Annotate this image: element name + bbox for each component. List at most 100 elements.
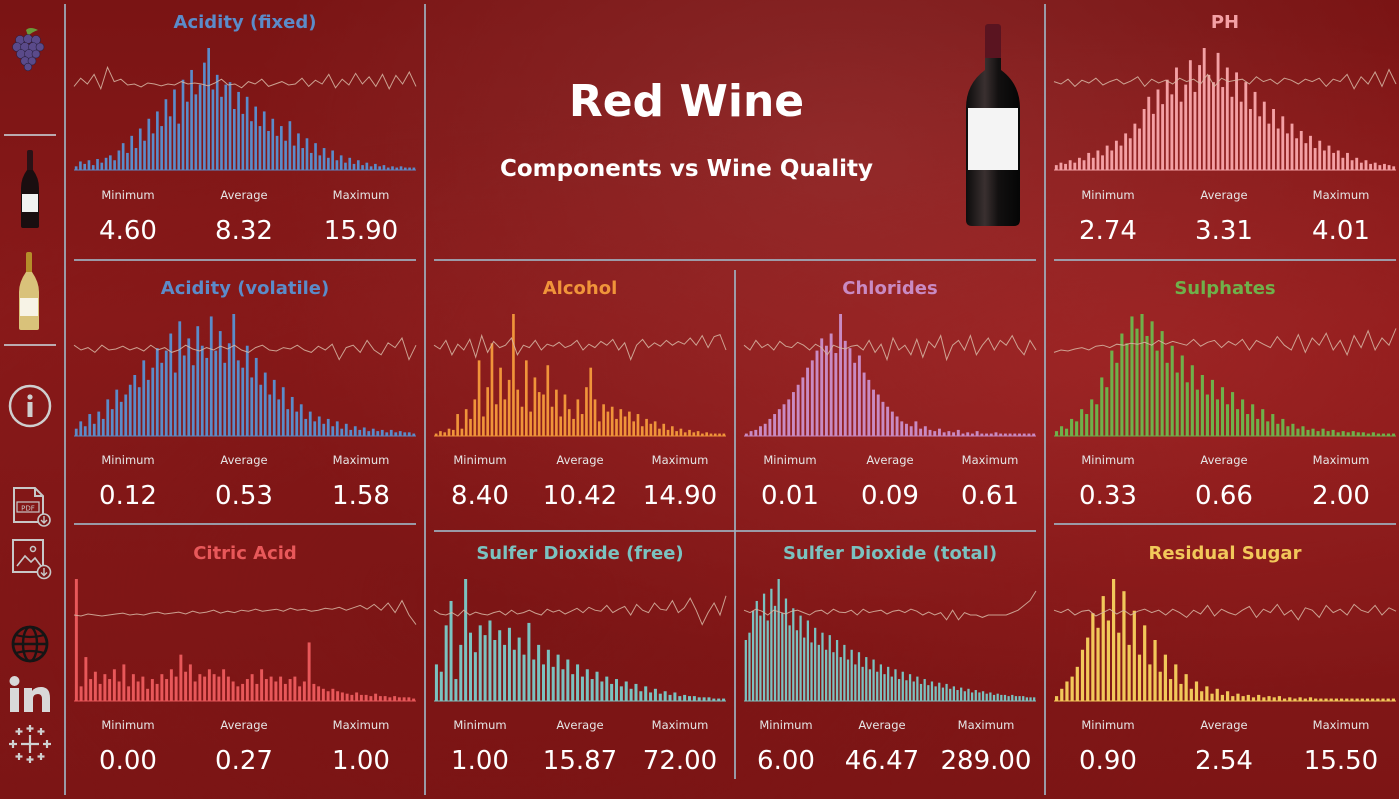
histogram-bar — [981, 691, 985, 701]
histogram-bar — [344, 162, 347, 170]
histogram-bar — [477, 360, 481, 436]
histogram-bar — [214, 350, 218, 436]
histogram-bar — [1364, 160, 1368, 170]
histogram-bar — [1110, 350, 1114, 436]
stat-label-avg: Average — [556, 453, 604, 467]
histogram-bar — [98, 683, 102, 701]
linkedin-icon[interactable] — [9, 676, 51, 714]
histogram-bar — [1137, 654, 1142, 701]
histogram-bar — [317, 416, 321, 436]
panel-alcohol: Alcohol Minimum Average Maximum 8.40 10.… — [433, 270, 727, 524]
histogram-bar — [810, 360, 814, 436]
histogram-bar — [1054, 165, 1058, 170]
info-icon[interactable] — [8, 384, 52, 428]
histogram-bar — [499, 367, 502, 436]
histogram-bar — [456, 414, 459, 436]
histogram-bar — [1106, 620, 1111, 701]
histogram-bar — [1138, 128, 1141, 170]
histogram-bar — [358, 429, 362, 436]
histogram-bar — [103, 674, 107, 701]
histogram-bar — [93, 671, 97, 701]
chart-title: Alcohol — [542, 278, 618, 299]
histogram-bar — [777, 409, 781, 436]
histogram-bar — [1091, 157, 1095, 170]
tableau-icon[interactable] — [9, 724, 51, 764]
histogram-bar — [434, 433, 438, 436]
histogram-bar — [1194, 681, 1199, 701]
histogram-bar — [1153, 640, 1157, 701]
divider-horizontal — [1054, 523, 1396, 525]
histogram-bar — [1114, 140, 1118, 170]
histogram-bar — [507, 379, 511, 436]
stat-label-avg: Average — [556, 718, 604, 732]
stat-value-avg: 15.87 — [542, 746, 618, 776]
histogram-bar — [857, 652, 861, 701]
histogram-bar — [1059, 162, 1063, 170]
histogram-bar — [600, 681, 604, 701]
histogram-bar — [1239, 101, 1243, 170]
histogram-bar — [770, 588, 773, 701]
histogram-bar — [666, 429, 670, 436]
histogram-bar — [576, 664, 580, 701]
stat-value-max: 1.00 — [332, 746, 390, 776]
histogram-bar — [160, 126, 163, 170]
histogram-bar — [88, 414, 92, 436]
histogram-bar — [254, 357, 258, 436]
histogram-bar — [537, 392, 541, 436]
histogram-bar — [788, 625, 791, 701]
histogram-bar — [1185, 382, 1189, 436]
histogram-bar — [999, 433, 1003, 436]
histogram-bar — [1251, 697, 1256, 701]
pdf-download-icon[interactable]: PDF — [11, 486, 51, 528]
stat-label-min: Minimum — [763, 453, 817, 467]
stat-label-min: Minimum — [101, 718, 155, 732]
stat-label-min: Minimum — [759, 718, 813, 732]
histogram-bar — [1350, 160, 1354, 170]
histogram-bar — [355, 692, 359, 701]
histogram-bar — [493, 640, 497, 701]
histogram-bar — [886, 406, 890, 436]
histogram-bar — [386, 167, 390, 170]
histogram-bar — [155, 348, 159, 436]
histogram-bar — [367, 431, 371, 436]
histogram-bar — [942, 432, 946, 436]
histogram-bar — [228, 82, 232, 170]
stat-label-min: Minimum — [1081, 188, 1135, 202]
red-wine-bottle-icon[interactable] — [17, 148, 43, 230]
histogram-bar — [1332, 152, 1336, 170]
histogram-bar — [488, 620, 492, 701]
histogram-bar — [1161, 104, 1165, 170]
histogram-bar — [108, 679, 112, 701]
histogram-bar — [106, 399, 110, 436]
histogram-bar — [872, 659, 875, 701]
histogram-bar — [115, 389, 119, 436]
histogram-bar — [1205, 686, 1209, 701]
histogram-bar — [1369, 163, 1373, 170]
histogram-bar — [478, 625, 482, 701]
histogram-bar — [178, 321, 182, 436]
quality-trend-line — [73, 599, 417, 625]
histogram-bar — [507, 627, 511, 701]
histogram-bar — [142, 360, 146, 436]
histogram-bar — [1230, 392, 1235, 436]
histogram-bar — [494, 404, 498, 436]
histogram-bar — [250, 121, 253, 170]
sidebar-divider — [4, 134, 56, 136]
stat-label-min: Minimum — [101, 188, 155, 202]
divider-horizontal — [74, 259, 416, 261]
histogram-bar — [952, 686, 955, 701]
panel-residual-sugar: Residual Sugar Minimum Average Maximum 0… — [1053, 535, 1397, 789]
stat-label-avg: Average — [1200, 188, 1248, 202]
histogram-bar — [1170, 345, 1174, 436]
histogram-bar — [1241, 399, 1245, 436]
histogram-bar — [989, 433, 993, 436]
histogram-bar — [109, 155, 112, 170]
histogram-bar — [1299, 130, 1303, 170]
histogram-bar — [268, 394, 272, 436]
histogram-bar — [1282, 698, 1287, 701]
image-download-icon[interactable] — [11, 538, 53, 580]
white-wine-bottle-icon[interactable] — [15, 250, 43, 332]
histogram-bar — [232, 109, 236, 170]
globe-icon[interactable] — [10, 624, 50, 664]
histogram-bar — [1007, 696, 1010, 701]
